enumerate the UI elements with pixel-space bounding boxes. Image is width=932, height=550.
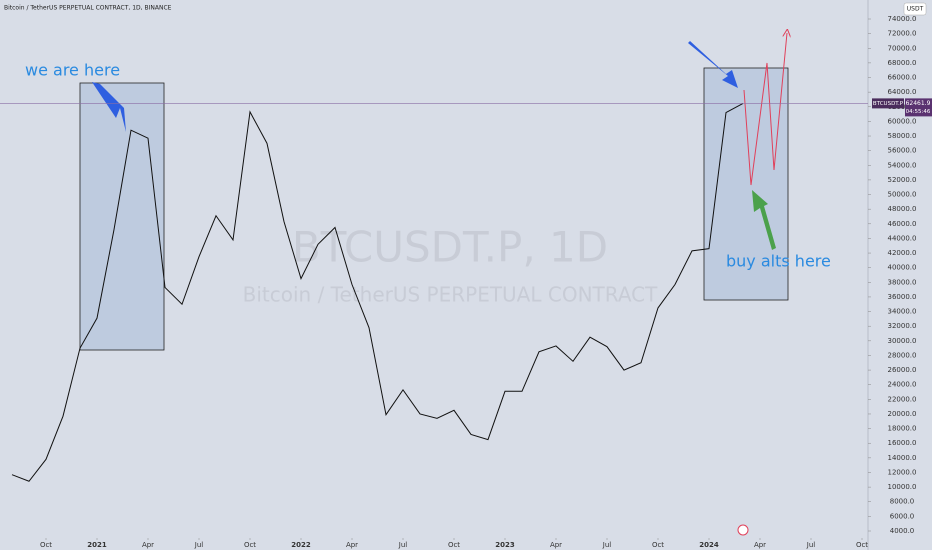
symbol-tag bbox=[872, 98, 904, 109]
y-tick-label: 54000.0 bbox=[888, 161, 917, 169]
y-tick-label: 42000.0 bbox=[888, 249, 917, 257]
currency-button[interactable] bbox=[903, 2, 927, 16]
x-tick-label: Oct bbox=[856, 541, 868, 549]
y-tick-label: 48000.0 bbox=[888, 205, 917, 213]
arrow bbox=[92, 82, 126, 132]
y-tick-label: 10000.0 bbox=[888, 483, 917, 491]
x-tick-label: Jul bbox=[194, 541, 204, 549]
y-tick-label: 8000.0 bbox=[890, 498, 915, 506]
y-tick-label: 24000.0 bbox=[888, 381, 917, 389]
y-tick-label: 20000.0 bbox=[888, 410, 917, 418]
y-tick-label: 40000.0 bbox=[888, 264, 917, 272]
y-tick-label: 64000.0 bbox=[888, 88, 917, 96]
chart-title: Bitcoin / TetherUS PERPETUAL CONTRACT, 1… bbox=[4, 5, 172, 12]
y-tick-label: 44000.0 bbox=[888, 234, 917, 242]
y-tick-label: 58000.0 bbox=[888, 132, 917, 140]
x-tick-label: Oct bbox=[448, 541, 460, 549]
y-tick-label: 74000.0 bbox=[888, 15, 917, 23]
y-tick-label: 66000.0 bbox=[888, 74, 917, 82]
y-tick-label: 12000.0 bbox=[888, 468, 917, 476]
y-tick-label: 70000.0 bbox=[888, 44, 917, 52]
y-tick-label: 6000.0 bbox=[890, 512, 915, 520]
y-tick-label: 26000.0 bbox=[888, 366, 917, 374]
x-tick-label: Apr bbox=[142, 541, 154, 549]
y-tick-label: 28000.0 bbox=[888, 351, 917, 359]
y-tick-label: 30000.0 bbox=[888, 337, 917, 345]
x-tick-label: Jul bbox=[806, 541, 816, 549]
y-tick-label: 56000.0 bbox=[888, 147, 917, 155]
projection bbox=[743, 33, 787, 186]
y-tick-label: 18000.0 bbox=[888, 425, 917, 433]
countdown: 04:55:46 bbox=[906, 109, 931, 115]
y-tick-label: 14000.0 bbox=[888, 454, 917, 462]
y-tick-label: 72000.0 bbox=[888, 30, 917, 38]
x-tick-label: Apr bbox=[346, 541, 358, 549]
x-tick-label: 2024 bbox=[699, 541, 719, 549]
y-tick-label: 22000.0 bbox=[888, 395, 917, 403]
x-tick-label: Oct bbox=[40, 541, 52, 549]
price-tag bbox=[905, 98, 932, 117]
y-tick-label: 50000.0 bbox=[888, 191, 917, 199]
arrow bbox=[752, 190, 776, 250]
highlight-box bbox=[79, 82, 165, 351]
y-tick-label: 4000.0 bbox=[890, 527, 915, 535]
x-tick-label: 2021 bbox=[87, 541, 107, 549]
x-tick-label: Apr bbox=[550, 541, 562, 549]
price-tag-label: 62461.9 bbox=[906, 100, 931, 107]
x-tick-label: Oct bbox=[244, 541, 256, 549]
y-tick-label: 60000.0 bbox=[888, 117, 917, 125]
annotation: we are here bbox=[25, 61, 120, 80]
price-line bbox=[11, 102, 744, 482]
y-tick-label: 36000.0 bbox=[888, 293, 917, 301]
y-tick-label: 16000.0 bbox=[888, 439, 917, 447]
y-tick-label: 68000.0 bbox=[888, 59, 917, 67]
currency-label: USDT bbox=[907, 6, 924, 13]
watermark: BTCUSDT.P, 1D bbox=[292, 223, 608, 272]
annotation: buy alts here bbox=[726, 252, 831, 271]
y-tick-label: 32000.0 bbox=[888, 322, 917, 330]
x-tick-label: Jul bbox=[398, 541, 408, 549]
highlight-box bbox=[703, 67, 789, 301]
watermark-subtitle: Bitcoin / TetherUS PERPETUAL CONTRACT bbox=[243, 283, 658, 307]
y-tick-label: 34000.0 bbox=[888, 308, 917, 316]
x-tick-label: Jul bbox=[602, 541, 612, 549]
arrow bbox=[688, 41, 738, 88]
x-tick-label: 2022 bbox=[291, 541, 311, 549]
y-tick-label: 52000.0 bbox=[888, 176, 917, 184]
y-tick-label: 46000.0 bbox=[888, 220, 917, 228]
x-tick-label: 2023 bbox=[495, 541, 515, 549]
event-icon[interactable] bbox=[737, 524, 749, 536]
x-tick-label: Oct bbox=[652, 541, 664, 549]
y-tick-label: 38000.0 bbox=[888, 278, 917, 286]
symbol-tag-label: BTCUSDT.P bbox=[873, 101, 904, 107]
x-tick-label: Apr bbox=[754, 541, 766, 549]
